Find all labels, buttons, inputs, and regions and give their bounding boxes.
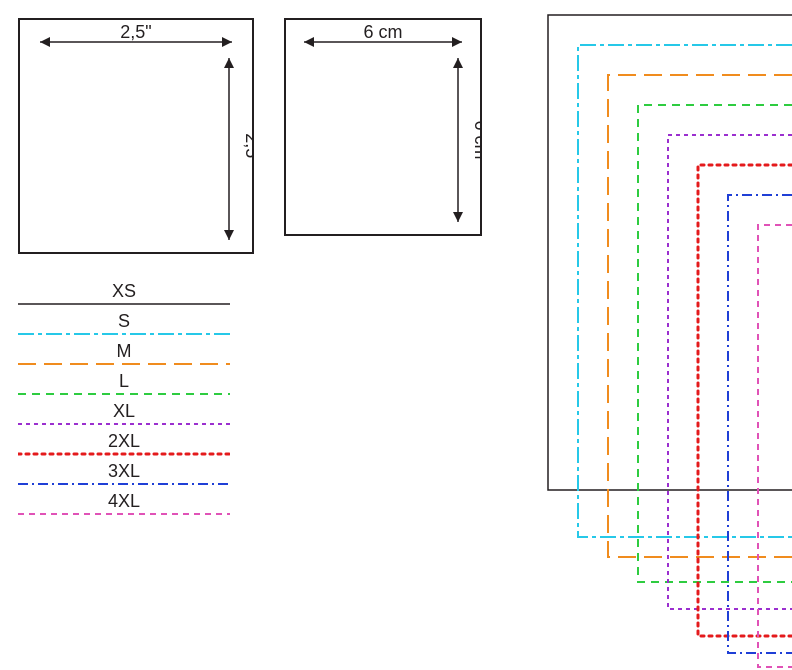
nest-rect-xl xyxy=(668,135,792,609)
legend-line-m xyxy=(18,362,230,366)
legend-row-xs: XS xyxy=(18,280,230,310)
legend-row-xl: XL xyxy=(18,400,230,430)
box-cm-hlabel: 6 cm xyxy=(363,22,402,42)
box-cm-outline xyxy=(285,19,481,235)
legend-row-3xl: 3XL xyxy=(18,460,230,490)
box-inches-hlabel: 2,5" xyxy=(120,22,151,42)
legend-line-xl xyxy=(18,422,230,426)
legend-label-l: L xyxy=(18,370,230,392)
legend-row-2xl: 2XL xyxy=(18,430,230,460)
scale-box-inches: 2,5" 2,5" xyxy=(18,18,254,254)
box-inches-vlabel: 2,5" xyxy=(242,133,254,164)
nest-rect-4xl xyxy=(758,225,792,667)
nest-rect-xs xyxy=(548,15,792,490)
legend-row-s: S xyxy=(18,310,230,340)
legend-label-m: M xyxy=(18,340,230,362)
legend-line-2xl xyxy=(18,452,230,456)
legend-line-s xyxy=(18,332,230,336)
legend-line-4xl xyxy=(18,512,230,516)
legend-label-3xl: 3XL xyxy=(18,460,230,482)
legend-row-l: L xyxy=(18,370,230,400)
scale-box-cm: 6 cm 6 cm xyxy=(284,18,482,236)
legend-row-4xl: 4XL xyxy=(18,490,230,520)
nest-rect-s xyxy=(578,45,792,537)
legend-label-xl: XL xyxy=(18,400,230,422)
legend-label-xs: XS xyxy=(18,280,230,302)
box-cm-varrow xyxy=(453,58,463,222)
legend-label-s: S xyxy=(18,310,230,332)
box-inches-varrow xyxy=(224,58,234,240)
legend-line-xs xyxy=(18,302,230,306)
nest-rect-2xl xyxy=(698,165,792,636)
size-legend: XS SML XL 2XL 3XL 4XL xyxy=(18,280,230,520)
nest-rect-3xl xyxy=(728,195,792,653)
legend-label-4xl: 4XL xyxy=(18,490,230,512)
nest-rect-l xyxy=(638,105,792,582)
box-cm-vlabel: 6 cm xyxy=(471,120,482,159)
legend-row-m: M xyxy=(18,340,230,370)
nest-rect-m xyxy=(608,75,792,557)
box-inches-outline xyxy=(19,19,253,253)
legend-line-3xl xyxy=(18,482,230,486)
legend-line-l xyxy=(18,392,230,396)
legend-label-2xl: 2XL xyxy=(18,430,230,452)
